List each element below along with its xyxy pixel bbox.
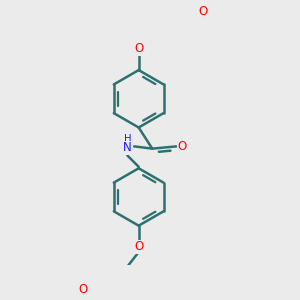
Text: H: H [124, 134, 131, 144]
Text: O: O [134, 240, 143, 253]
Text: O: O [178, 140, 187, 153]
Text: O: O [78, 283, 88, 296]
Text: O: O [134, 42, 143, 56]
Text: O: O [198, 5, 208, 18]
Text: N: N [123, 141, 132, 154]
